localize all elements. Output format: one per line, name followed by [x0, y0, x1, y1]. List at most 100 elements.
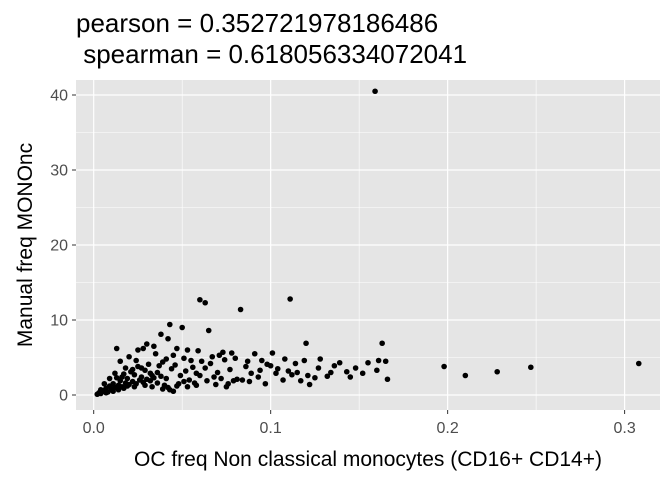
data-point — [158, 373, 164, 380]
x-tick-label: 0.3 — [613, 420, 635, 437]
data-point — [243, 363, 249, 370]
data-point — [122, 365, 129, 371]
data-point — [158, 331, 164, 338]
data-point — [232, 355, 239, 362]
data-point — [110, 388, 116, 395]
data-point — [112, 370, 118, 377]
data-point — [230, 377, 237, 384]
chart-title-line-1: pearson = 0.352721978186486 — [76, 8, 438, 38]
data-point — [223, 383, 230, 390]
x-axis-title: OC freq Non classical monocytes (CD16+ C… — [134, 448, 602, 471]
data-point — [214, 369, 221, 376]
data-point — [372, 88, 378, 95]
data-point — [331, 362, 338, 369]
data-point — [204, 377, 210, 384]
data-point — [301, 357, 308, 364]
data-point — [149, 383, 155, 390]
data-point — [294, 369, 301, 376]
data-point — [115, 386, 122, 393]
data-point — [287, 296, 293, 302]
data-point — [379, 340, 385, 347]
y-tick-label: 40 — [50, 88, 68, 105]
data-point — [336, 359, 343, 366]
data-point — [113, 374, 120, 381]
chart-title-line-2: spearman = 0.618056334072041 — [76, 39, 467, 69]
data-point — [274, 365, 281, 372]
y-tick-label: 20 — [50, 238, 68, 255]
data-point — [262, 380, 269, 387]
data-point — [257, 367, 263, 374]
data-point — [124, 383, 131, 389]
data-point — [151, 343, 157, 350]
data-point — [190, 364, 196, 371]
data-point — [528, 364, 534, 371]
data-point — [202, 299, 208, 306]
data-point — [195, 347, 201, 354]
data-point — [494, 368, 500, 375]
data-point — [315, 365, 322, 371]
data-point — [228, 350, 235, 356]
data-point — [143, 341, 150, 347]
data-point — [156, 362, 162, 369]
data-point — [297, 377, 304, 384]
data-point — [126, 353, 132, 360]
data-point — [182, 368, 189, 374]
data-point — [124, 375, 131, 382]
data-point — [184, 347, 191, 353]
data-point — [142, 382, 148, 389]
x-tick-label: 0.1 — [260, 420, 282, 437]
data-point — [227, 366, 233, 373]
data-point — [347, 374, 354, 380]
data-point — [375, 357, 382, 364]
data-point — [352, 365, 359, 371]
data-point — [140, 345, 147, 352]
y-axis-ticks: 0 10 20 30 40 — [50, 88, 76, 405]
data-point — [131, 383, 138, 390]
data-point — [181, 378, 187, 385]
data-point — [197, 296, 203, 303]
major-gridlines — [76, 80, 660, 410]
data-point — [239, 377, 246, 383]
data-point — [147, 370, 154, 377]
data-point — [174, 345, 180, 352]
data-point — [166, 321, 173, 328]
data-point — [374, 367, 380, 374]
data-point — [462, 372, 469, 379]
data-point — [181, 355, 187, 362]
data-point — [280, 377, 286, 383]
data-point — [211, 374, 217, 380]
x-tick-label: 0.0 — [83, 420, 105, 437]
x-tick-label: 0.2 — [437, 420, 459, 437]
data-point — [170, 352, 177, 359]
data-point — [101, 380, 108, 387]
x-axis-ticks: 0.0 0.1 0.2 0.3 — [83, 410, 636, 437]
data-point — [292, 360, 299, 367]
data-point — [269, 350, 276, 356]
data-point — [177, 372, 184, 379]
data-point — [97, 386, 104, 393]
data-point — [117, 358, 124, 365]
data-point — [113, 345, 120, 352]
data-point — [138, 365, 145, 371]
data-point — [145, 361, 152, 368]
data-point — [359, 370, 366, 377]
data-point — [184, 383, 191, 390]
data-point — [207, 360, 214, 367]
data-point — [343, 368, 350, 375]
data-point — [151, 374, 157, 381]
data-point — [382, 358, 389, 365]
y-tick-label: 0 — [59, 388, 68, 405]
data-point — [179, 324, 185, 331]
data-point — [106, 375, 113, 382]
data-point — [159, 386, 166, 392]
y-tick-label: 10 — [50, 313, 68, 330]
data-point — [218, 375, 224, 382]
data-point — [202, 365, 208, 371]
data-point — [244, 358, 251, 365]
data-point — [285, 368, 292, 374]
data-point — [154, 369, 161, 376]
data-point — [216, 352, 223, 359]
data-point — [251, 350, 258, 357]
data-point — [324, 373, 331, 380]
data-points — [94, 88, 642, 398]
